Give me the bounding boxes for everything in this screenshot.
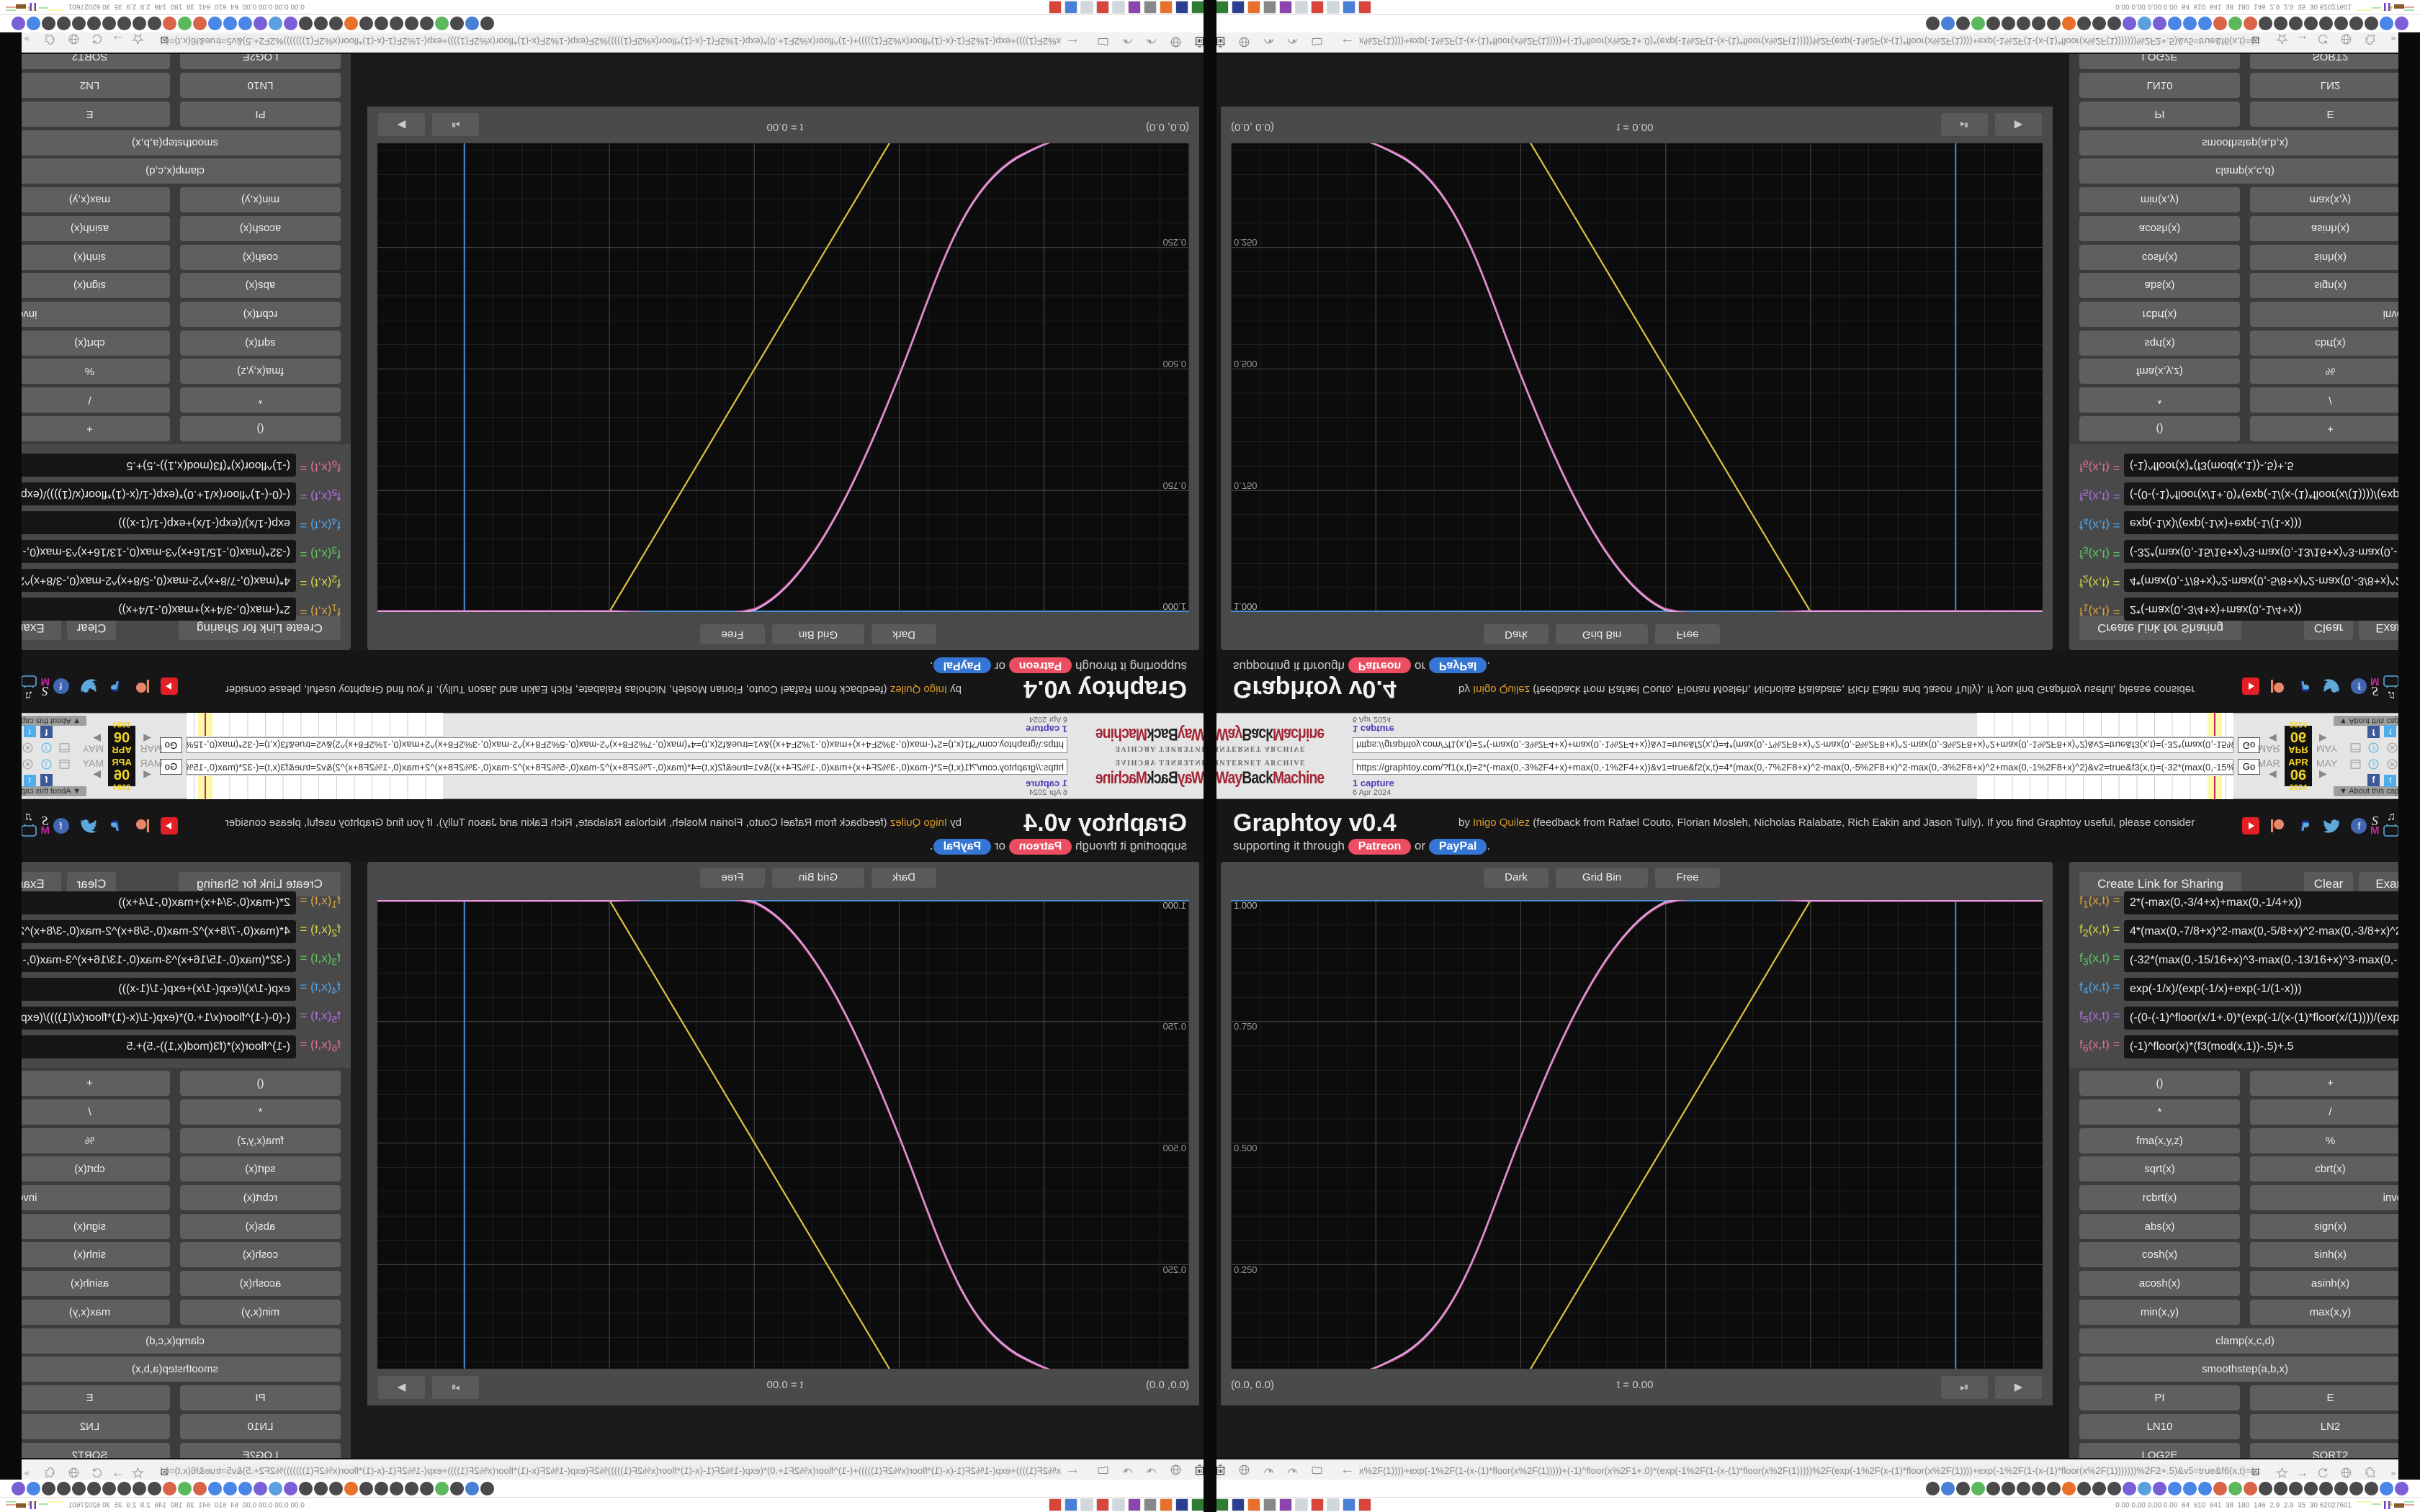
- svg-text:f: f: [60, 681, 63, 693]
- svg-text:?: ?: [2372, 744, 2376, 751]
- svg-text:1.000: 1.000: [1162, 601, 1186, 612]
- svg-text:0.250: 0.250: [1234, 237, 1258, 248]
- svg-text:0.750: 0.750: [1234, 480, 1258, 491]
- svg-text:0.750: 0.750: [1162, 480, 1186, 491]
- svg-text:0.500: 0.500: [1162, 1143, 1186, 1153]
- svg-text:1.000: 1.000: [1162, 900, 1186, 911]
- svg-text:A: A: [2254, 1470, 2258, 1475]
- svg-text:0.500: 0.500: [1162, 359, 1186, 369]
- svg-text:0.250: 0.250: [1162, 237, 1186, 248]
- svg-text:f: f: [60, 820, 63, 832]
- svg-text:0.750: 0.750: [1234, 1021, 1258, 1032]
- svg-text:1.000: 1.000: [1234, 900, 1258, 911]
- svg-text:f: f: [2357, 820, 2360, 832]
- svg-text:?: ?: [44, 761, 48, 768]
- svg-text:?: ?: [44, 744, 48, 751]
- svg-text:0.500: 0.500: [1234, 1143, 1258, 1153]
- svg-text:1.000: 1.000: [1234, 601, 1258, 612]
- svg-text:0.750: 0.750: [1162, 1021, 1186, 1032]
- svg-text:0.500: 0.500: [1234, 359, 1258, 369]
- svg-text:?: ?: [2372, 761, 2376, 768]
- svg-text:0.250: 0.250: [1162, 1264, 1186, 1275]
- svg-text:f: f: [2357, 681, 2360, 693]
- svg-text:0.250: 0.250: [1234, 1264, 1258, 1275]
